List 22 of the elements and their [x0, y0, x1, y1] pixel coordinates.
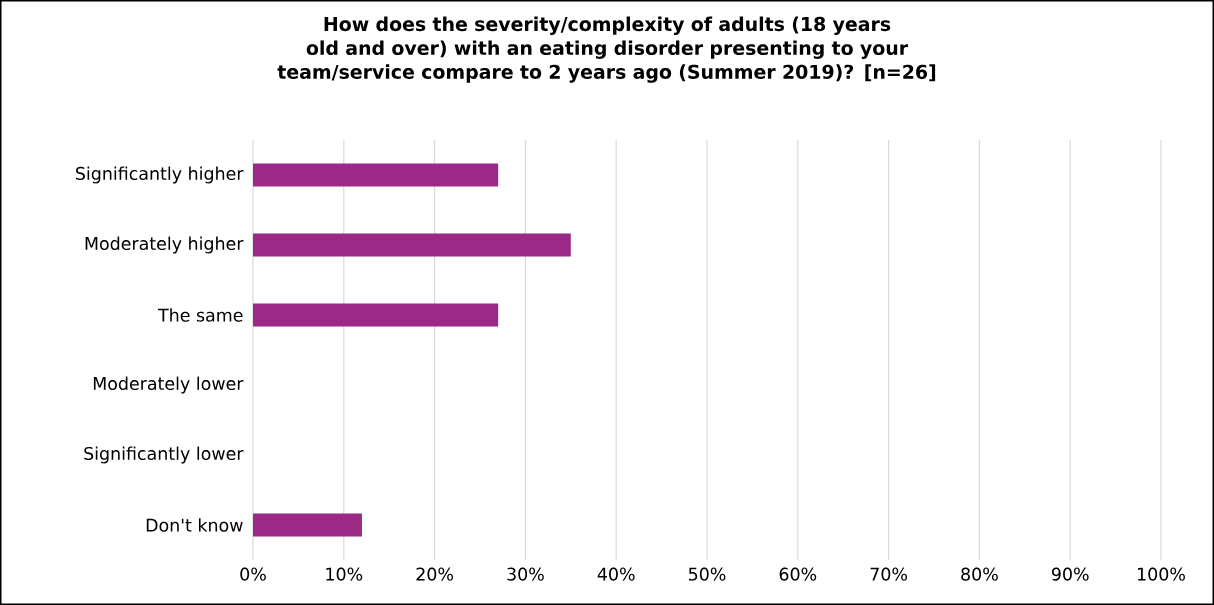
y-tick-label: The same	[157, 308, 243, 322]
x-tick-label: 100%	[1138, 567, 1185, 581]
x-tick-label: 40%	[597, 567, 635, 581]
x-tick-label: 80%	[961, 567, 998, 581]
x-tick-label: 10%	[326, 567, 363, 581]
y-tick-label: Significantly higher	[76, 166, 244, 184]
y-tick-label: Moderately lower	[93, 376, 244, 394]
chart-title: How does the severity/complexity of adults (18 years old and over) with an eating disorder presenting to your team/service compare to 2 years ago (Summer 2019)? [n=26]	[277, 16, 936, 83]
bar	[253, 513, 362, 537]
y-tick-label: Don't know	[146, 518, 243, 532]
bar	[253, 233, 571, 257]
x-tick-label: 60%	[779, 567, 817, 581]
bar	[253, 303, 499, 327]
x-tick-label: 50%	[688, 567, 726, 581]
y-tick-label: Significantly lower	[84, 446, 244, 464]
x-tick-label: 20%	[416, 567, 454, 581]
bar	[253, 163, 499, 187]
x-tick-label: 0%	[240, 567, 266, 581]
y-tick-label: Moderately higher	[85, 236, 244, 254]
x-tick-label: 90%	[1051, 567, 1089, 581]
x-tick-label: 30%	[507, 567, 544, 581]
x-tick-label: 70%	[870, 567, 908, 581]
